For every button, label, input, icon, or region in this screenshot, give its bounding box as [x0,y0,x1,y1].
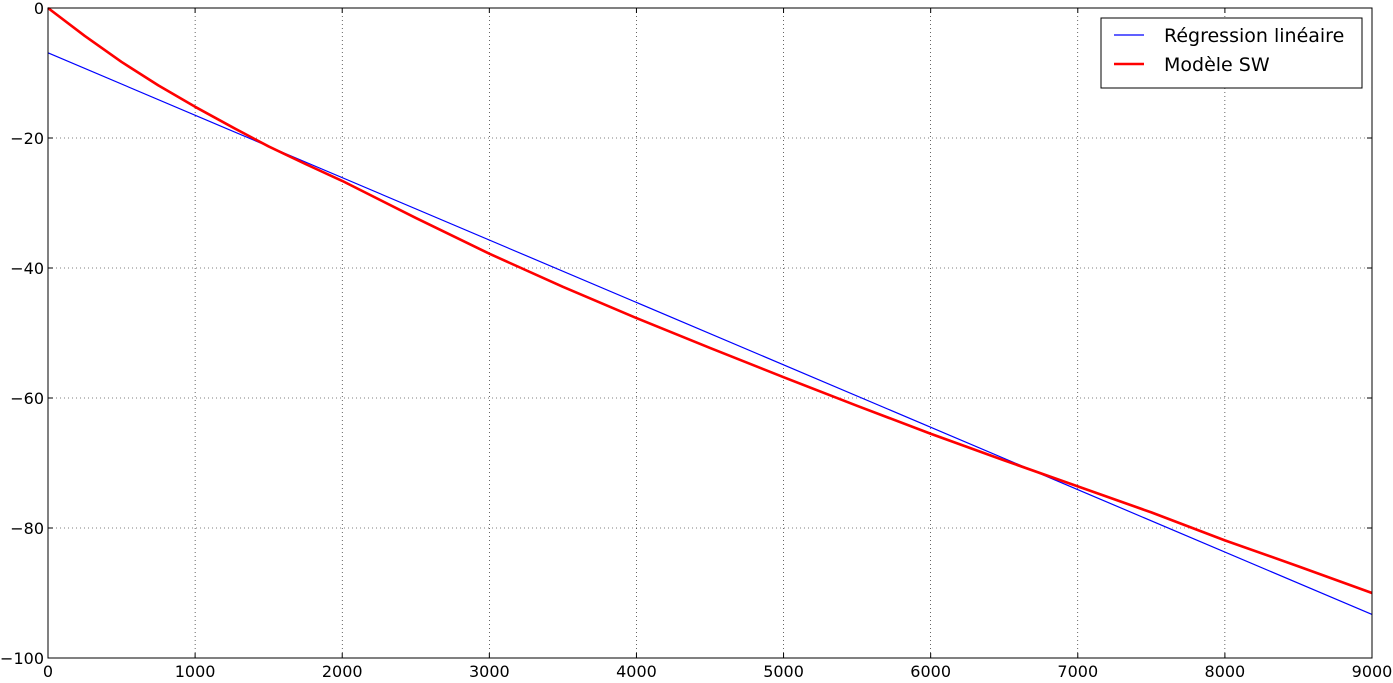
x-tick-label: 5000 [763,662,804,679]
plot-frame [47,7,1373,659]
x-tick-label: 0 [43,662,53,679]
x-tick-label: 2000 [322,662,363,679]
y-tick-label: −40 [10,259,44,278]
legend: Régression linéaire Modèle SW [1100,17,1363,89]
y-tick-label: −80 [10,519,44,538]
x-tick-label: 7000 [1057,662,1098,679]
y-tick-label: −60 [10,389,44,408]
x-tick-label: 3000 [469,662,510,679]
x-tick-label: 9000 [1352,662,1393,679]
series-line-2 [47,6,1373,595]
x-tick-label: 6000 [910,662,951,679]
y-tick-label: −20 [10,129,44,148]
x-tick-label: 4000 [616,662,657,679]
x-tick-label: 1000 [175,662,216,679]
x-tick-label: 8000 [1205,662,1246,679]
y-tick-label: 0 [34,0,44,18]
legend-box [1100,17,1363,89]
y-tick-label: −100 [0,649,44,668]
series-lines [47,6,1373,616]
legend-label: Régression linéaire [1164,25,1344,47]
legend-label: Modèle SW [1164,54,1270,76]
